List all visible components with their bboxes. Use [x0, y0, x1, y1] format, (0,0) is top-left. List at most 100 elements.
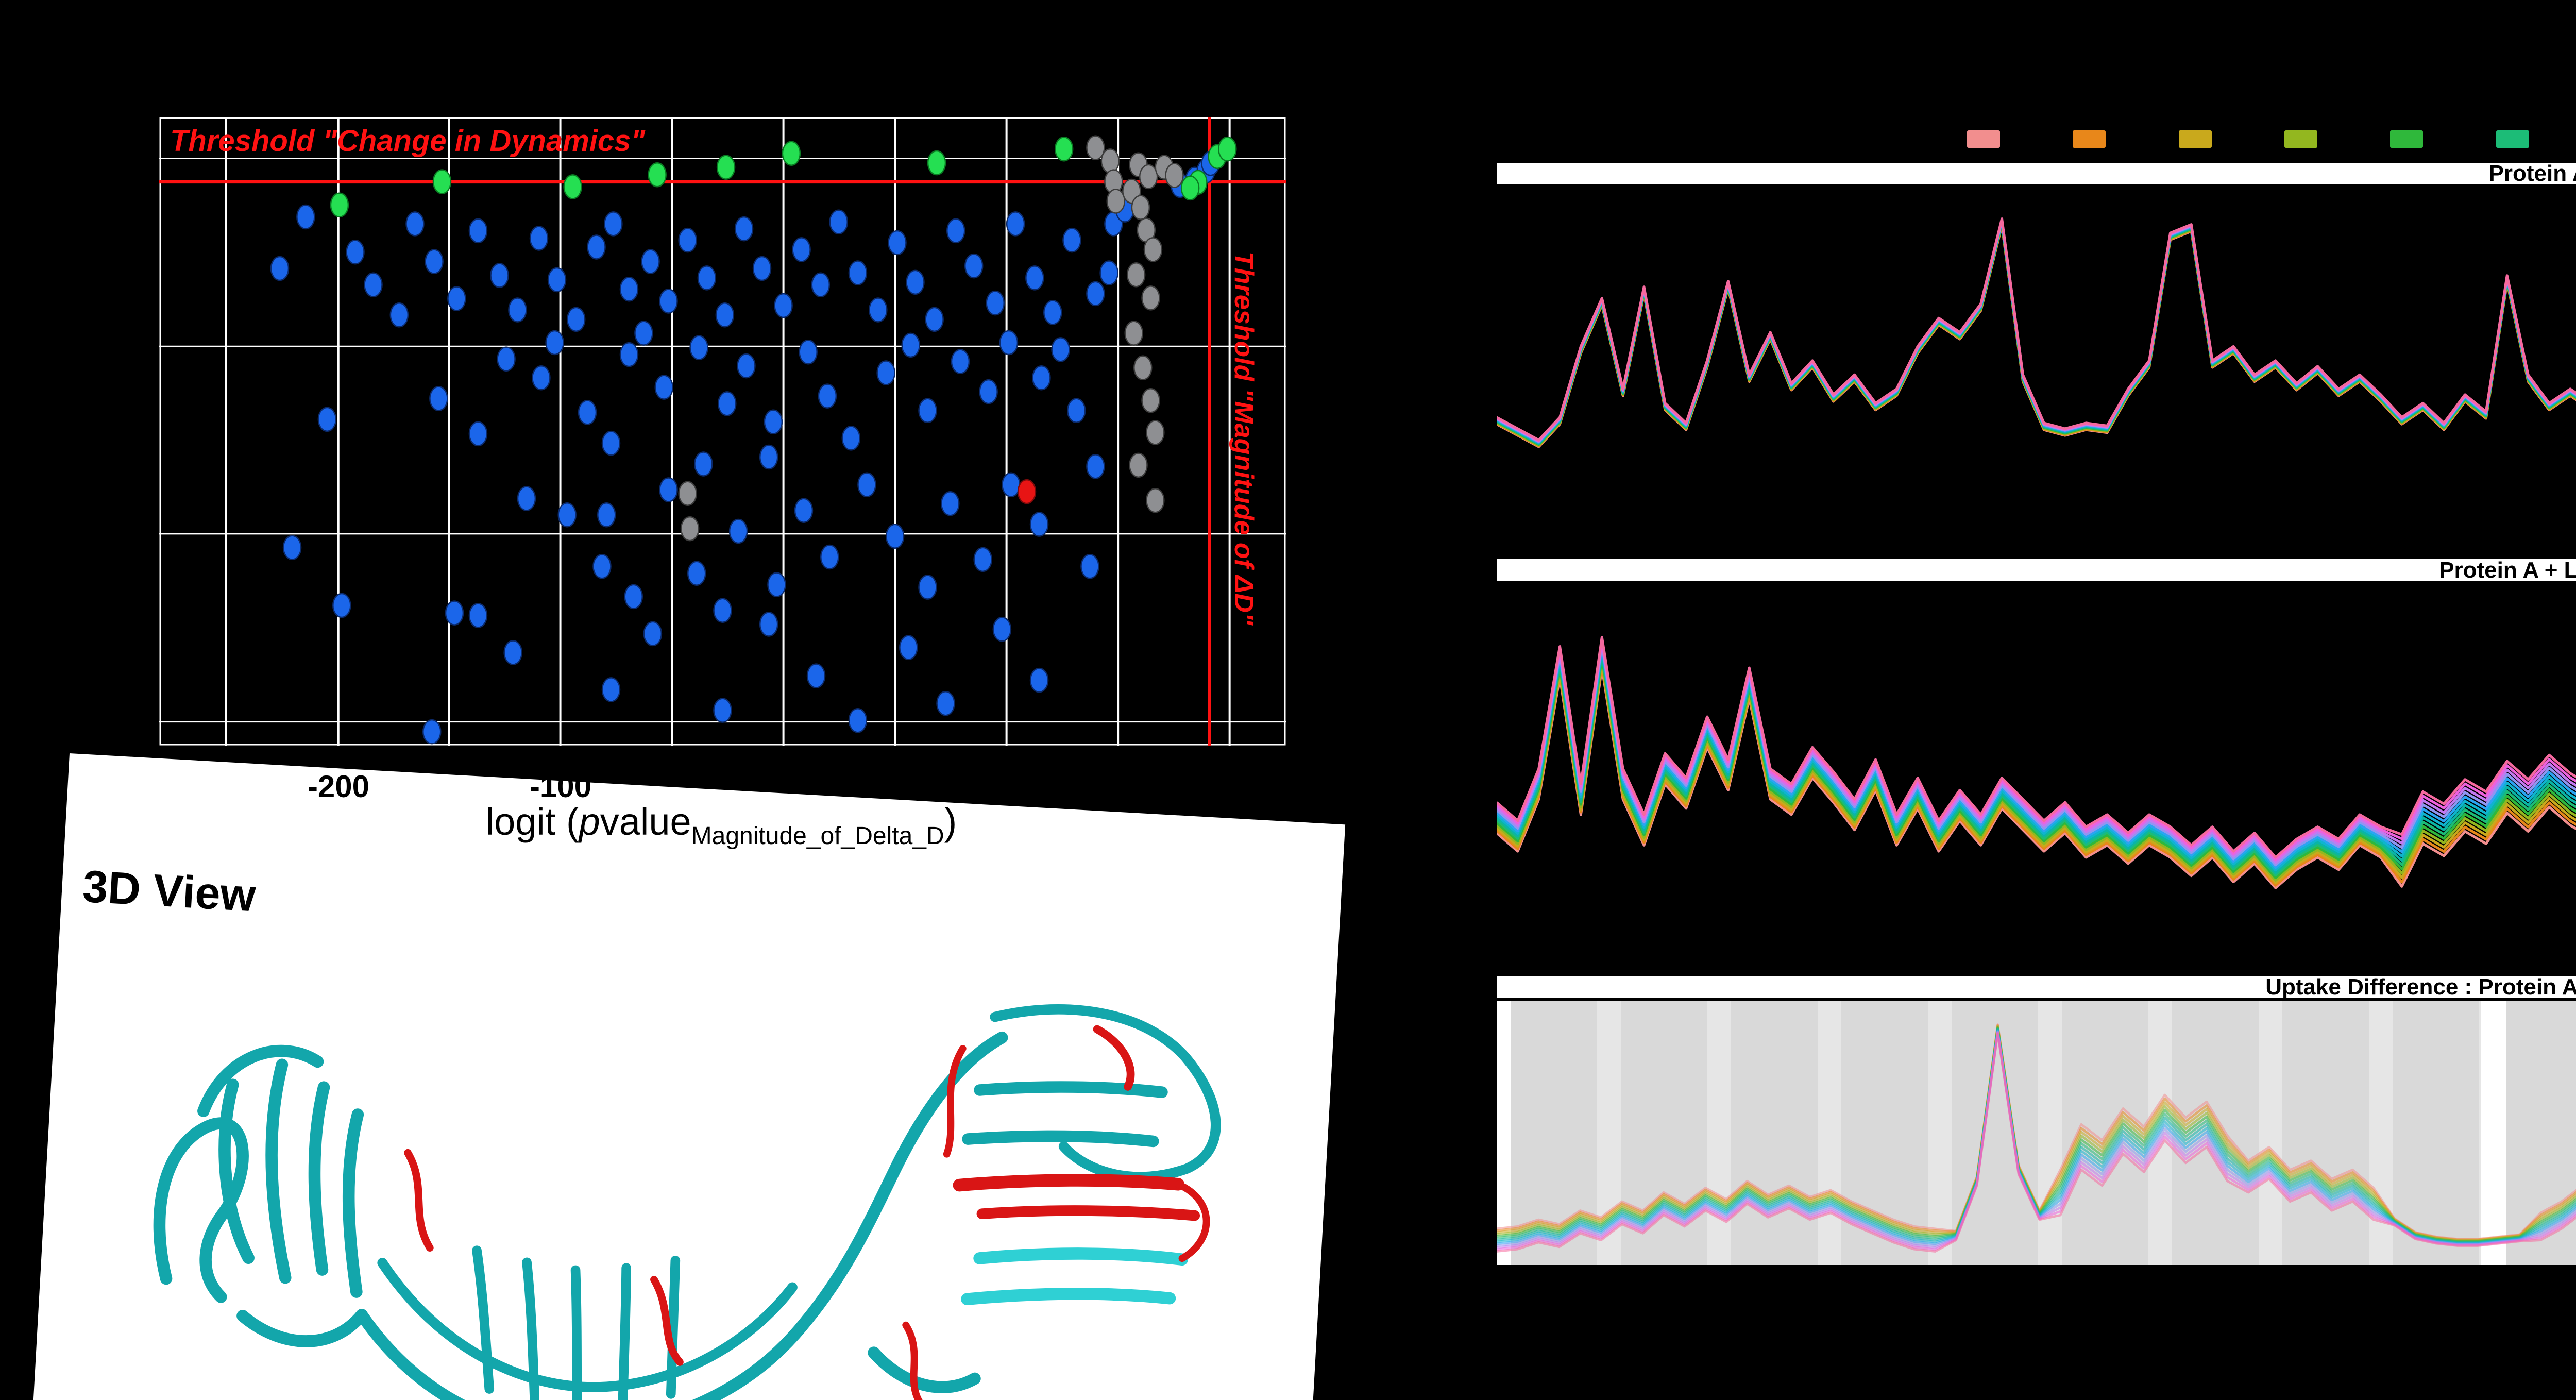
- scatter-point-peptides: [759, 612, 778, 637]
- volcano-plot[interactable]: [159, 117, 1286, 746]
- scatter-point-peptides: [979, 379, 998, 404]
- scatter-point-significant-change: [648, 162, 667, 188]
- scatter-point-peptides: [1051, 337, 1070, 362]
- timepoint-series-line: [1497, 646, 2576, 869]
- scatter-point-peptides: [936, 691, 955, 716]
- scatter-point-peptides: [1080, 554, 1099, 579]
- scatter-point-peptides: [901, 332, 920, 358]
- scatter-point-peptides: [346, 240, 365, 265]
- scatter-point-peptides: [1029, 667, 1049, 693]
- scatter-point-peptides: [429, 386, 448, 411]
- timepoint-series-line: [1497, 224, 2576, 448]
- scatter-point-peptides: [713, 698, 732, 723]
- scatter-point-peptides: [687, 561, 706, 586]
- scatter-point-peptides: [885, 524, 905, 549]
- scatter-point-peptides: [468, 421, 488, 447]
- scatter-point-peptides: [529, 226, 549, 251]
- scatter-point-peptides: [445, 600, 464, 626]
- scatter-point-peptides: [1066, 398, 1086, 423]
- scatter-point-peptides: [946, 218, 965, 244]
- scatter-point-significant-change: [330, 192, 349, 218]
- scatter-point-peptides: [389, 302, 409, 328]
- scatter-point-peptides: [468, 218, 488, 244]
- timepoint-series-line: [1497, 644, 2576, 867]
- scatter-point-peptides: [578, 400, 597, 425]
- scatter-point-peptides: [503, 640, 522, 665]
- scatter-point-peptides: [641, 249, 660, 274]
- scatter-point-peptides: [734, 216, 754, 242]
- scatter-point-peptides: [282, 535, 302, 560]
- legend-swatch-timepoint-6[interactable]: [2496, 130, 2529, 148]
- scatter-point-peptides: [869, 297, 888, 323]
- timepoint-series-line: [1497, 224, 2576, 448]
- uptake-chart-protein-a[interactable]: [1497, 196, 2576, 526]
- uptake-difference-chart[interactable]: [1497, 1001, 2576, 1265]
- scatter-point-peptides: [857, 472, 876, 497]
- scatter-point-peptides: [1086, 281, 1105, 307]
- legend-swatch-timepoint-2[interactable]: [2073, 130, 2106, 148]
- legend-swatch-timepoint-4[interactable]: [2284, 130, 2317, 148]
- volcano-scatter-canvas[interactable]: [159, 117, 1286, 746]
- scatter-point-peptides: [332, 593, 351, 618]
- scatter-point-peptides: [490, 263, 509, 288]
- timepoint-series-line: [1497, 1028, 2576, 1244]
- scatter-point-peptides: [820, 544, 839, 570]
- scatter-point-peptides: [508, 297, 527, 323]
- volcano-x-axis-label: logit (pvalueMagnitude_of_Delta_D): [485, 800, 957, 850]
- scatter-point-peptides: [689, 335, 708, 360]
- scatter-point-peptides: [899, 635, 918, 660]
- scatter-point-below-threshold: [1146, 420, 1165, 445]
- timepoint-series-line: [1497, 1030, 2576, 1247]
- protein-structure[interactable]: [96, 927, 1310, 1400]
- scatter-point-below-threshold: [1124, 321, 1144, 346]
- scatter-point-peptides: [906, 269, 925, 295]
- scatter-point-significant-change: [782, 141, 801, 166]
- scatter-point-peptides: [643, 621, 663, 647]
- scatter-point-peptides: [597, 502, 616, 528]
- scatter-point-peptides: [1086, 454, 1105, 479]
- scatter-point-peptides: [601, 677, 621, 702]
- legend-swatch-timepoint-3[interactable]: [2178, 130, 2212, 148]
- scatter-point-peptides: [654, 375, 674, 400]
- scatter-point-below-threshold: [1139, 164, 1158, 190]
- legend-swatch-timepoint-1[interactable]: [1967, 130, 2000, 148]
- timepoint-series-line: [1497, 1026, 2576, 1243]
- timepoint-series-line: [1497, 636, 2576, 859]
- panel-title-protein-a: Protein A: [1497, 162, 2576, 185]
- scatter-point-peptides: [737, 353, 756, 379]
- scatter-point-peptides: [296, 204, 315, 230]
- timepoint-series-line: [1497, 1032, 2576, 1251]
- scatter-point-peptides: [1032, 365, 1051, 391]
- scatter-point-peptides: [1099, 260, 1118, 285]
- scatter-point-below-threshold: [1133, 355, 1153, 381]
- scatter-point-below-threshold: [1106, 189, 1126, 214]
- scatter-point-peptides: [545, 330, 564, 356]
- scatter-point-peptides: [619, 342, 639, 367]
- scatter-point-peptides: [624, 584, 643, 610]
- timepoint-series-line: [1497, 1029, 2576, 1245]
- scatter-point-peptides: [422, 719, 442, 745]
- scatter-point-peptides: [713, 598, 732, 623]
- scatter-point-peptides: [918, 575, 937, 600]
- scatter-point-peptides: [759, 444, 778, 470]
- scatter-point-peptides: [964, 253, 984, 279]
- scatter-point-below-threshold: [1100, 148, 1120, 174]
- scatter-point-peptides: [992, 617, 1012, 642]
- scatter-point-peptides: [447, 286, 466, 311]
- scatter-point-significant-change: [1180, 175, 1200, 201]
- scatter-point-significant-change: [432, 169, 452, 194]
- ribbon-cyan-strands: [961, 1247, 1189, 1306]
- scatter-point-peptides: [829, 209, 849, 234]
- legend-swatch-timepoint-5[interactable]: [2390, 130, 2424, 148]
- volcano-right-threshold-label: Threshold "Magnitude of ΔD": [1229, 251, 1259, 626]
- scatter-point-peptides: [619, 277, 639, 302]
- uptake-chart-protein-a-ligand[interactable]: [1497, 587, 2576, 943]
- timepoint-series-line: [1497, 217, 2576, 442]
- scatter-point-peptides: [587, 234, 606, 260]
- scatter-point-below-threshold: [1129, 452, 1148, 478]
- timepoint-series-line: [1497, 1027, 2576, 1243]
- scatter-point-peptides: [764, 409, 783, 434]
- scatter-point-peptides: [697, 265, 717, 291]
- scatter-point-significant-change: [716, 155, 736, 180]
